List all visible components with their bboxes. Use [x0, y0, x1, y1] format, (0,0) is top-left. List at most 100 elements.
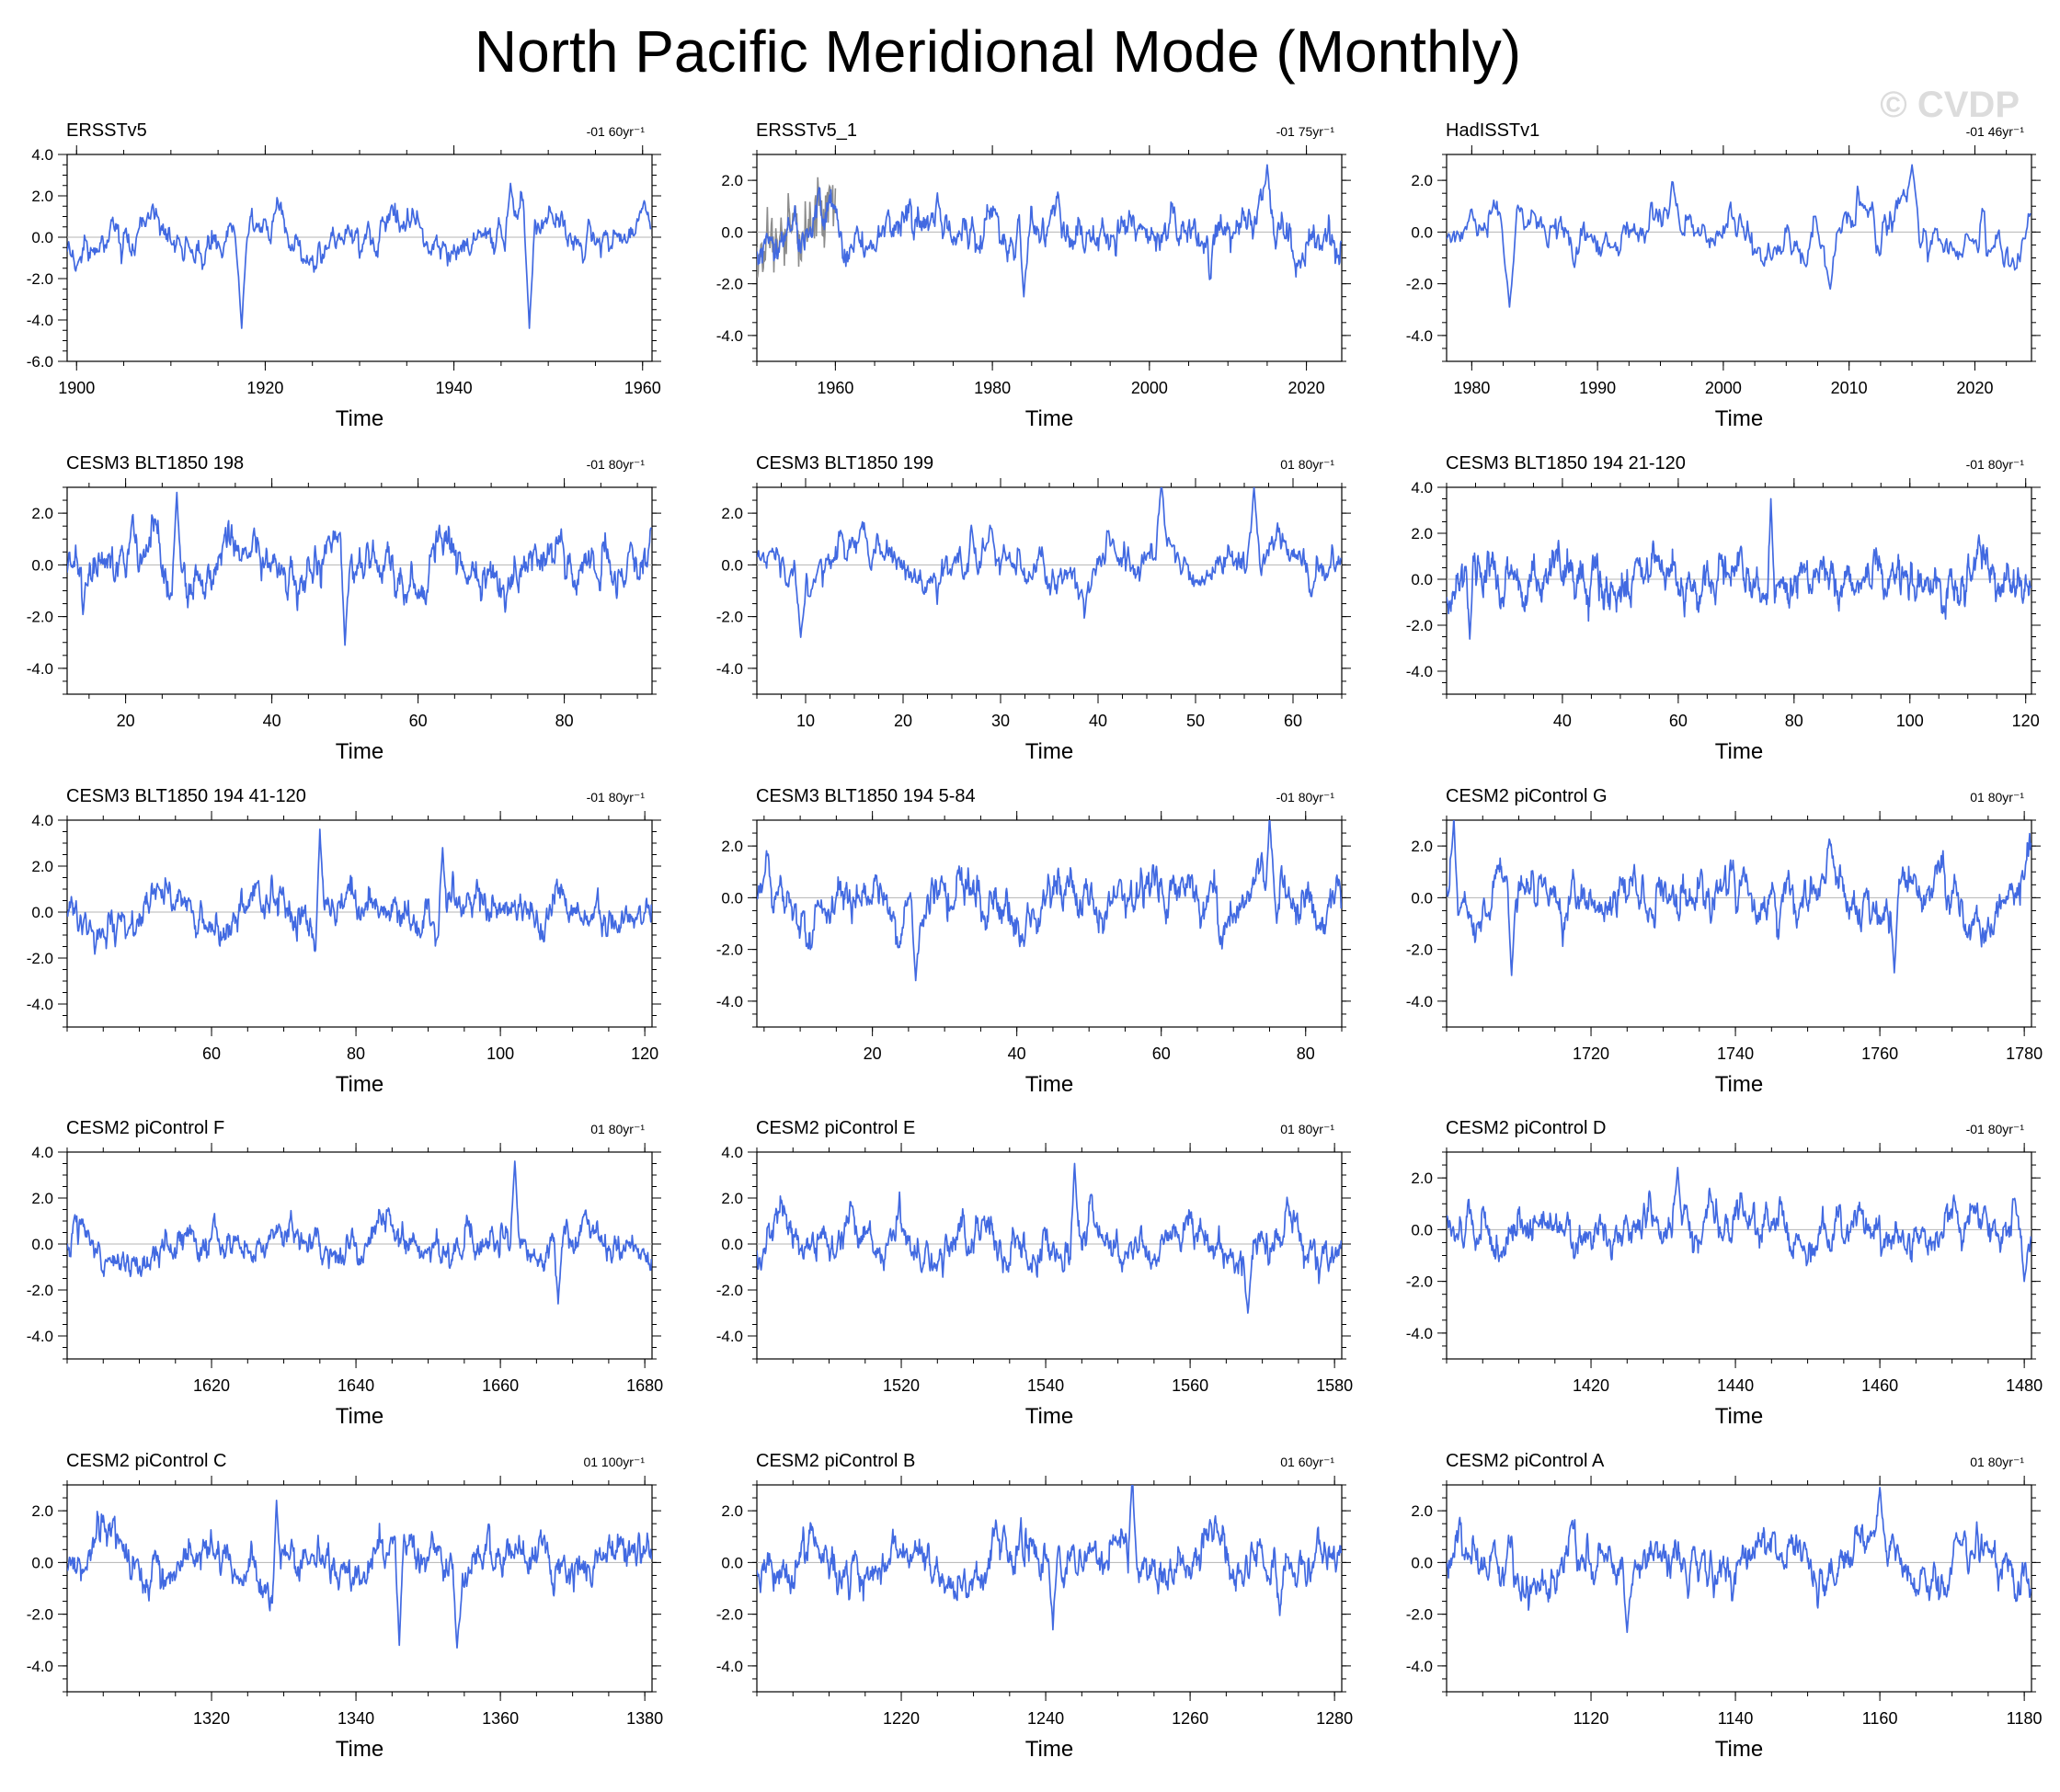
x-tick-label: 1540 [1027, 1376, 1064, 1395]
x-tick-label: 2010 [1831, 379, 1868, 397]
y-tick-label: -4.0 [27, 1328, 53, 1345]
panel-stat: -01 80yr⁻¹ [1966, 1122, 2025, 1136]
plot-frame [1446, 154, 2032, 362]
x-axis-label: Time [1025, 1072, 1073, 1097]
x-tick-label: 1900 [58, 379, 95, 397]
y-tick-label: 2.0 [721, 172, 743, 189]
x-axis-label: Time [1025, 739, 1073, 764]
series-line [757, 1162, 1342, 1314]
panel-title: HadISSTv1 [1446, 120, 1539, 141]
x-tick-label: 2000 [1131, 379, 1168, 397]
panel-title: ERSSTv5_1 [756, 120, 857, 141]
x-tick-label: 1420 [1573, 1376, 1609, 1395]
x-tick-label: 60 [1152, 1044, 1171, 1063]
y-tick-label: 0.0 [31, 1554, 53, 1571]
panel-stat: 01 80yr⁻¹ [1970, 790, 2024, 805]
y-tick-label: 0.0 [1411, 223, 1433, 241]
panel-title: ERSSTv5 [66, 120, 147, 141]
x-tick-label: 1460 [1861, 1376, 1898, 1395]
x-tick-label: 1720 [1573, 1044, 1609, 1063]
y-tick-label: -2.0 [1406, 942, 1433, 959]
chart-panel: CESM3 BLT1850 199 01 80yr⁻¹ 2.0 0.0 -2.0 -4.0… [716, 453, 1351, 764]
y-tick-label: 4.0 [31, 812, 53, 829]
y-tick-label: 4.0 [31, 146, 53, 164]
panel-stat: -01 80yr⁻¹ [587, 790, 646, 805]
y-tick-label: -2.0 [716, 1606, 743, 1624]
y-tick-label: 0.0 [721, 556, 743, 574]
x-tick-label: 1380 [626, 1709, 663, 1728]
chart-panel: ERSSTv5_1 -01 75yr⁻¹ 2.0 0.0 -2.0 -4.0 1960 198… [716, 120, 1351, 431]
x-tick-label: 1520 [883, 1376, 920, 1395]
y-tick-label: -4.0 [27, 312, 53, 329]
series-group [757, 487, 1342, 638]
x-tick-label: 1480 [2006, 1376, 2043, 1395]
y-tick-label: 2.0 [721, 505, 743, 522]
y-tick-label: 0.0 [721, 1554, 743, 1571]
series-line [1447, 1486, 2031, 1634]
x-tick-label: 20 [117, 712, 135, 730]
panel-title: CESM3 BLT1850 194 21-120 [1446, 453, 1686, 474]
x-tick-label: 80 [555, 712, 574, 730]
y-tick-label: 0.0 [31, 1236, 53, 1253]
x-tick-label: 1920 [246, 379, 283, 397]
x-tick-label: 80 [1785, 712, 1803, 730]
x-axis-label: Time [1715, 1737, 1763, 1762]
series-line [67, 1500, 652, 1649]
x-tick-label: 1960 [624, 379, 661, 397]
x-tick-label: 1990 [1579, 379, 1616, 397]
x-tick-label: 40 [1553, 712, 1572, 730]
series-line [757, 1485, 1342, 1631]
series-line [1447, 497, 2031, 640]
page-title: North Pacific Meridional Mode (Monthly) [474, 18, 1522, 85]
x-tick-label: 1980 [1453, 379, 1490, 397]
chart-panel: CESM2 piControl D -01 80yr⁻¹ 2.0 0.0 -2.0 -4.… [1406, 1118, 2043, 1429]
panel-stat: -01 60yr⁻¹ [587, 124, 646, 139]
y-tick-label: -2.0 [1406, 617, 1433, 634]
x-tick-label: 1660 [482, 1376, 519, 1395]
y-tick-label: -2.0 [27, 1282, 53, 1299]
y-tick-label: -4.0 [27, 660, 53, 678]
panel-title: CESM2 piControl F [66, 1118, 224, 1138]
y-tick-label: 0.0 [31, 556, 53, 574]
y-tick-label: -2.0 [716, 609, 743, 626]
y-tick-label: 0.0 [1411, 889, 1433, 907]
y-tick-label: 0.0 [31, 229, 53, 246]
x-axis-label: Time [336, 406, 383, 431]
panel-title: CESM3 BLT1850 194 41-120 [66, 786, 306, 806]
x-tick-label: 1360 [482, 1709, 519, 1728]
panel-stat: 01 80yr⁻¹ [1280, 457, 1334, 472]
y-tick-label: -4.0 [1406, 1658, 1433, 1675]
panel-stat: 01 100yr⁻¹ [583, 1455, 645, 1469]
y-tick-label: -6.0 [27, 353, 53, 371]
series-line [67, 182, 652, 329]
panel-title: CESM2 piControl E [756, 1118, 915, 1138]
plot-frame [1446, 486, 2032, 695]
y-tick-label: 4.0 [31, 1144, 53, 1161]
x-axis-label: Time [336, 1404, 383, 1429]
series-group [1447, 164, 2031, 308]
y-tick-label: 2.0 [31, 505, 53, 522]
panel-stat: -01 80yr⁻¹ [1966, 457, 2025, 472]
y-tick-label: -2.0 [1406, 1606, 1433, 1624]
x-tick-label: 1240 [1027, 1709, 1064, 1728]
y-tick-label: 0.0 [721, 1236, 743, 1253]
x-tick-label: 100 [486, 1044, 514, 1063]
x-tick-label: 60 [1669, 712, 1688, 730]
x-tick-label: 120 [631, 1044, 658, 1063]
x-tick-label: 1680 [626, 1376, 663, 1395]
panel-title: CESM2 piControl B [756, 1451, 915, 1471]
y-tick-label: 2.0 [1411, 838, 1433, 855]
x-tick-label: 1580 [1316, 1376, 1353, 1395]
x-tick-label: 10 [796, 712, 815, 730]
panel-title: CESM3 BLT1850 199 [756, 453, 933, 474]
series-line [67, 491, 652, 646]
y-tick-label: -4.0 [1406, 1325, 1433, 1342]
panel-title: CESM3 BLT1850 194 5-84 [756, 786, 976, 806]
y-tick-label: 2.0 [721, 1190, 743, 1207]
y-tick-label: -2.0 [27, 270, 53, 288]
y-tick-label: 0.0 [1411, 1554, 1433, 1571]
y-tick-label: 2.0 [31, 858, 53, 875]
x-tick-label: 40 [1008, 1044, 1026, 1063]
series-group [757, 1162, 1342, 1314]
